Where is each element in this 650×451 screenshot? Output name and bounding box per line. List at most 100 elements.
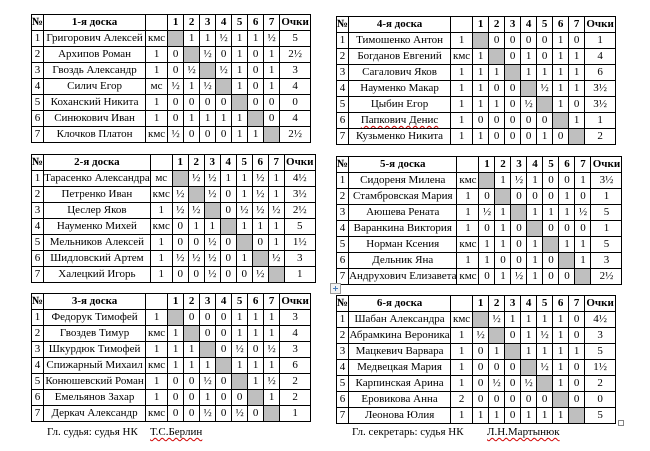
result-cell-round-3: 1 <box>199 30 217 47</box>
result-cell-round-2: 0 <box>494 252 512 269</box>
table-move-handle-icon[interactable] <box>330 283 341 294</box>
result-cell-round-6: 1 <box>247 30 265 47</box>
player-number: 3 <box>335 343 350 360</box>
player-number: 2 <box>30 186 45 203</box>
player-row: 3 Шкурдюк Тимофей 1 1 1 0 ½ 0 ½ 3 <box>30 341 312 358</box>
player-number: 3 <box>335 64 350 81</box>
round-2-header: 2 <box>183 14 201 31</box>
player-number: 4 <box>335 359 350 376</box>
result-cell-round-3: ½ <box>199 78 217 95</box>
player-points: 2½ <box>279 46 312 63</box>
result-cell-round-5: 1 <box>235 186 253 203</box>
round-7-header: 7 <box>263 293 281 310</box>
player-rank: кмс <box>145 325 169 342</box>
player-rank: 1 <box>456 188 480 205</box>
crosstable-board-3: № 3-я доска 1 2 3 4 5 6 7 Очки 1 Федорук Тимофей 1 0 0… <box>30 293 312 422</box>
result-cell-round-2: 0 <box>183 405 201 422</box>
number-column-header: № <box>335 295 350 312</box>
player-name: Тимошенко Антон <box>348 32 452 49</box>
result-cell-round-5: 1 <box>536 64 554 81</box>
points-column-header: Очки <box>279 293 312 310</box>
player-number: 2 <box>30 325 45 342</box>
points-column-header: Очки <box>584 295 617 312</box>
diagonal-cell <box>478 172 496 189</box>
result-cell-round-7: 0 <box>568 327 586 344</box>
result-cell-round-7: ½ <box>263 373 281 390</box>
header-row: № 3-я доска 1 2 3 4 5 6 7 Очки <box>30 293 312 310</box>
player-name-text: Гвоздев Тимур <box>59 327 130 339</box>
result-cell-round-7: 0 <box>568 96 586 113</box>
number-column-header: № <box>335 156 350 173</box>
result-cell-round-3: ½ <box>203 266 221 283</box>
player-rank: 1 <box>450 343 474 360</box>
result-cell-round-6: 1 <box>247 126 265 143</box>
player-number: 4 <box>30 218 45 235</box>
player-points: 2 <box>584 128 617 145</box>
round-2-header: 2 <box>488 16 506 33</box>
player-name: Дельник Яна <box>348 252 458 269</box>
result-cell-round-7: 1 <box>267 218 285 235</box>
result-cell-round-1: 0 <box>472 112 490 129</box>
result-cell-round-7: 1 <box>263 325 281 342</box>
result-cell-round-1: 0 <box>472 359 490 376</box>
player-name-text: Богданов Евгений <box>357 50 442 62</box>
result-cell-round-7: 0 <box>263 110 281 127</box>
diagonal-cell <box>203 202 221 219</box>
player-row: 3 Сагалович Яков 1 1 1 1 1 1 1 6 <box>335 64 617 81</box>
result-cell-round-6: 1 <box>552 32 570 49</box>
result-cell-round-3: 1 <box>504 311 522 328</box>
player-number: 1 <box>335 172 350 189</box>
diagonal-cell <box>472 32 490 49</box>
result-cell-round-5: 0 <box>536 112 554 129</box>
player-name-text: Норман Ксения <box>366 238 440 250</box>
player-row: 2 Стамбровская Мария 1 0 0 0 0 1 0 1 <box>335 188 623 205</box>
result-cell-round-3: 0 <box>504 375 522 392</box>
table-resize-handle[interactable] <box>618 420 624 426</box>
player-number: 1 <box>30 30 45 47</box>
result-cell-round-6: 0 <box>247 94 265 111</box>
result-cell-round-4: 0 <box>215 126 233 143</box>
crosstable-board-2: № 2-я доска 1 2 3 4 5 6 7 Очки 1 Тарасенко Александ… <box>30 154 316 283</box>
player-points: 4 <box>584 48 617 65</box>
player-name-text: Леонова Юлия <box>364 409 435 421</box>
player-name: Шидловский Артем <box>43 250 151 267</box>
player-points: 1 <box>584 32 617 49</box>
round-2-header: 2 <box>183 293 201 310</box>
player-number: 3 <box>335 204 350 221</box>
player-number: 4 <box>30 78 45 95</box>
player-name-text: Федорук Тимофей <box>51 311 138 323</box>
result-cell-round-1: 0 <box>478 268 496 285</box>
result-cell-round-5: 1 <box>231 46 249 63</box>
diagonal-cell <box>542 236 560 253</box>
result-cell-round-3: 0 <box>504 96 522 113</box>
result-cell-round-2: 1 <box>183 110 201 127</box>
chief-secretary-name: Л.Н.Мартынюк <box>487 426 560 438</box>
result-cell-round-4: 1 <box>526 172 544 189</box>
rank-column-header <box>450 16 474 33</box>
result-cell-round-6: 1 <box>552 64 570 81</box>
result-cell-round-4: 0 <box>215 373 233 390</box>
player-name-text: Кузьменко Никита <box>356 130 444 142</box>
player-name: Архипов Роман <box>43 46 147 63</box>
result-cell-round-7: 1 <box>263 46 281 63</box>
player-name: Петренко Иван <box>43 186 151 203</box>
player-row: 6 Синюкович Иван 1 0 1 1 1 1 0 4 <box>30 110 312 127</box>
round-7-header: 7 <box>568 16 586 33</box>
player-number: 6 <box>30 110 45 127</box>
player-points: 5 <box>590 236 623 253</box>
result-cell-round-1: ½ <box>472 327 490 344</box>
diagonal-cell <box>494 188 512 205</box>
player-number: 6 <box>335 391 350 408</box>
player-rank: кмс <box>456 236 480 253</box>
result-cell-round-6: 0 <box>247 46 265 63</box>
player-number: 7 <box>335 268 350 285</box>
result-cell-round-7: 1 <box>263 357 281 374</box>
result-cell-round-7: 1 <box>267 186 285 203</box>
round-5-header: 5 <box>231 14 249 31</box>
result-cell-round-4: ½ <box>215 62 233 79</box>
player-rank: 1 <box>450 32 474 49</box>
player-name-text: Варанкина Виктория <box>353 222 452 234</box>
player-number: 4 <box>335 220 350 237</box>
result-cell-round-3: 0 <box>504 80 522 97</box>
diagonal-cell <box>183 325 201 342</box>
